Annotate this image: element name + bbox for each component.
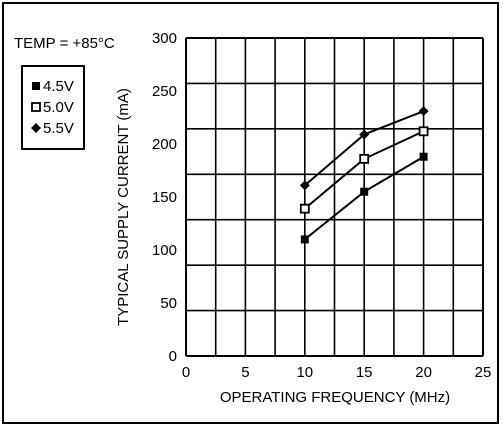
- y-tick-label: 150: [152, 189, 177, 206]
- x-tick-label: 20: [415, 364, 432, 381]
- legend-label: 5.5V: [43, 120, 74, 137]
- x-tick-label: 0: [182, 364, 190, 381]
- y-tick-label: 300: [152, 30, 177, 47]
- data-point-5.5V: [359, 129, 370, 140]
- x-axis-title: OPERATING FREQUENCY (MHz): [220, 389, 450, 406]
- legend-marker-5.0V: [31, 102, 41, 112]
- x-tick-label: 5: [241, 364, 249, 381]
- y-axis-ticks: 0 50 100 150 200 250 300: [152, 30, 177, 365]
- series-layer: [299, 106, 429, 244]
- legend-marker-4.5V: [32, 82, 40, 90]
- y-tick-label: 100: [152, 242, 177, 259]
- y-axis-title: TYPICAL SUPPLY CURRENT (mA): [115, 88, 132, 326]
- data-point-5.5V: [418, 106, 429, 117]
- legend: 4.5V 5.0V 5.5V: [31, 78, 74, 137]
- x-tick-label: 10: [296, 364, 313, 381]
- y-tick-label: 200: [152, 136, 177, 153]
- data-point-4.5V: [419, 152, 428, 161]
- data-point-5.5V: [299, 180, 310, 191]
- data-point-5.0V: [418, 126, 429, 137]
- y-tick-label: 250: [152, 83, 177, 100]
- x-axis-ticks: 0 5 10 15 20 25: [182, 364, 492, 381]
- chart-frame: [2, 2, 499, 424]
- data-point-4.5V: [300, 235, 309, 244]
- legend-label: 4.5V: [43, 78, 74, 95]
- y-tick-label: 0: [169, 348, 177, 365]
- data-point-5.0V: [359, 153, 370, 164]
- x-tick-label: 25: [475, 364, 492, 381]
- legend-label: 5.0V: [43, 99, 74, 116]
- data-point-5.0V: [299, 203, 310, 214]
- y-tick-label: 50: [160, 295, 177, 312]
- plot-grid: [185, 37, 484, 357]
- legend-marker-5.5V: [31, 123, 41, 133]
- x-tick-label: 15: [356, 364, 373, 381]
- temp-annotation: TEMP = +85°C: [14, 35, 115, 52]
- data-point-4.5V: [360, 187, 369, 196]
